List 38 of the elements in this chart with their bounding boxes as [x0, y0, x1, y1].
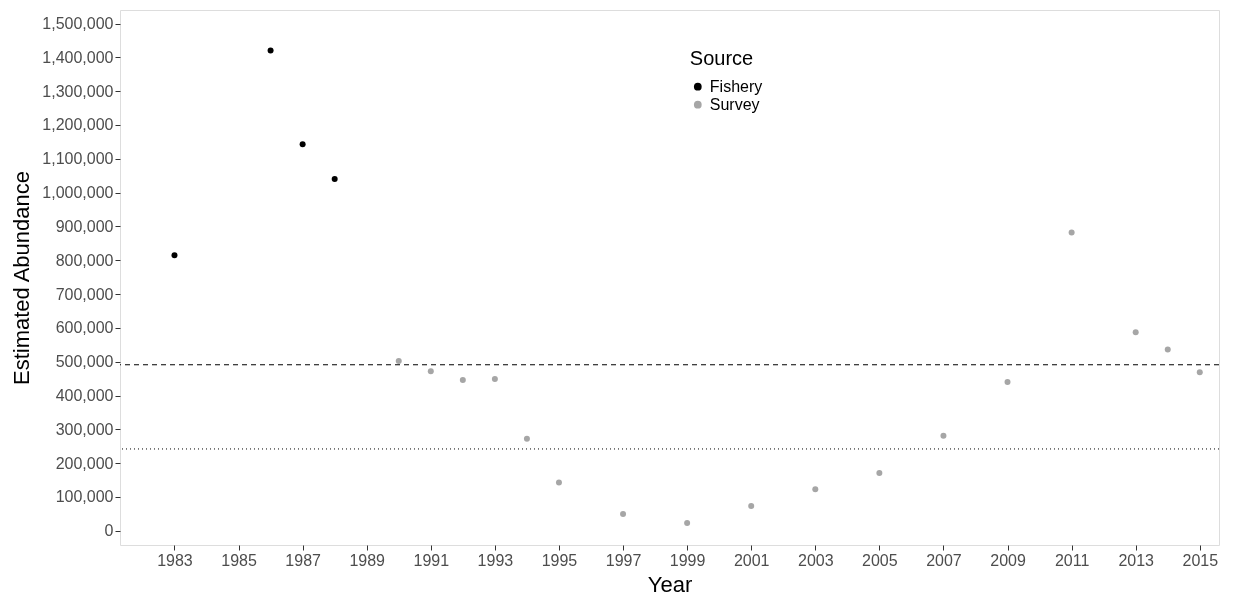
x-tick-label: 2013 — [1118, 551, 1155, 569]
y-tick-label: 1,100,000 — [42, 150, 114, 168]
x-tick-label: 1999 — [669, 551, 706, 569]
y-tick-label: 300,000 — [55, 420, 114, 438]
y-tick-label: 700,000 — [55, 285, 114, 303]
legend-label: Survey — [709, 95, 760, 113]
y-tick-label: 1,000,000 — [42, 184, 114, 202]
y-tick-label: 900,000 — [55, 217, 114, 235]
x-tick-label: 2015 — [1182, 551, 1219, 569]
x-tick-label: 2011 — [1054, 551, 1090, 569]
x-tick-label: 2001 — [733, 551, 770, 569]
y-tick-label: 1,400,000 — [42, 48, 114, 66]
legend-label: Fishery — [709, 77, 763, 95]
y-tick-label: 1,500,000 — [42, 15, 114, 33]
x-tick-label: 2005 — [862, 551, 898, 569]
x-tick-label: 1983 — [157, 551, 193, 569]
y-tick-label: 800,000 — [55, 251, 114, 269]
x-tick-label: 1989 — [349, 551, 386, 569]
x-tick-label: 2007 — [926, 551, 962, 569]
x-axis-title: Year — [647, 571, 693, 597]
x-tick-label: 2003 — [797, 551, 834, 569]
legend-title: Source — [689, 46, 754, 69]
x-tick-label: 1995 — [541, 551, 578, 569]
y-tick-label: 400,000 — [55, 387, 114, 405]
y-axis-title: Estimated Abundance — [9, 170, 35, 386]
y-tick-label: 1,300,000 — [42, 82, 114, 100]
y-tick-label: 200,000 — [55, 454, 114, 472]
y-tick-label: 1,200,000 — [42, 116, 114, 134]
y-tick-label: 500,000 — [55, 353, 114, 371]
y-tick-label: 600,000 — [55, 319, 114, 337]
y-tick-label: 0 — [104, 522, 114, 540]
x-tick-label: 1993 — [477, 551, 514, 569]
x-tick-label: 1991 — [413, 551, 450, 569]
x-tick-label: 1997 — [605, 551, 642, 569]
x-tick-label: 2009 — [990, 551, 1026, 569]
x-tick-label: 1987 — [285, 551, 322, 569]
x-tick-label: 1985 — [221, 551, 257, 569]
y-tick-label: 100,000 — [55, 488, 114, 506]
